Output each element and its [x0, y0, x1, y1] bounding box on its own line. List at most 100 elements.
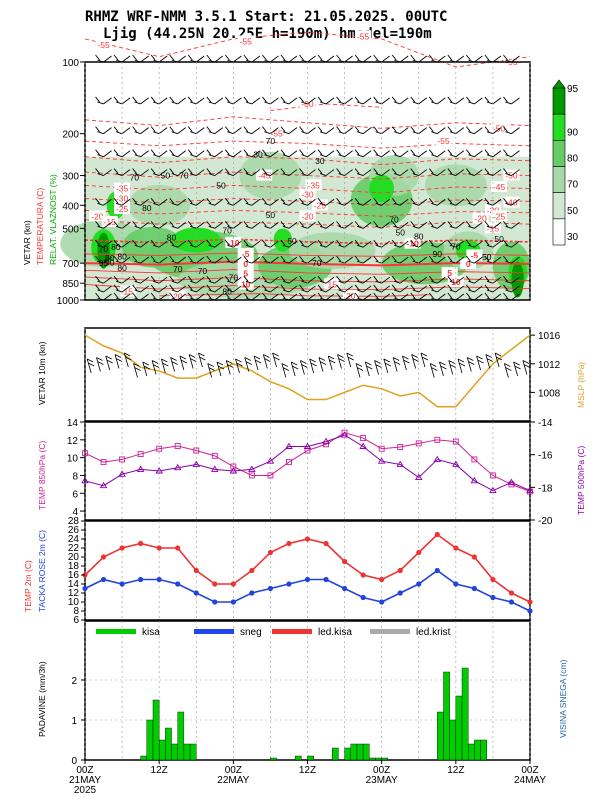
- wind10m-barb: [290, 361, 299, 377]
- wind10m-barb: [420, 352, 429, 368]
- wind10m-barb: [207, 363, 215, 378]
- humidity-label: 70: [222, 225, 232, 235]
- wind-barb: [447, 275, 465, 284]
- isotherm-label: -5: [242, 249, 250, 259]
- wind10m-barb: [225, 360, 234, 375]
- wind-barb: [132, 149, 149, 158]
- wind-barb: [354, 284, 372, 293]
- wind-barb: [447, 96, 465, 105]
- wind10m-barb: [522, 360, 531, 375]
- t500-point: [322, 437, 330, 445]
- wind-barb: [428, 284, 446, 293]
- t2m-point: [323, 540, 329, 547]
- isotherm-label: -30: [301, 189, 314, 199]
- time-tick-label: 12Z: [299, 765, 316, 776]
- wind-barb: [428, 96, 446, 105]
- t850-point: [489, 472, 496, 479]
- t500-line: [84, 434, 531, 492]
- precip-bar: [480, 739, 487, 761]
- surface-tick-label: 14: [68, 579, 80, 590]
- wind-barb: [373, 198, 390, 206]
- surface-temps-frame: [84, 520, 531, 621]
- surface-tick-label: 10: [68, 597, 80, 608]
- wind-barb: [299, 221, 316, 229]
- wind-barb: [132, 239, 149, 248]
- wind10m-barb: [142, 361, 150, 377]
- humidity-label: 80: [414, 231, 424, 241]
- surface-tick-label: 8: [73, 606, 79, 617]
- isotherm-label: -55: [270, 129, 283, 139]
- wind-barb: [428, 275, 446, 284]
- wind-barb: [466, 96, 483, 105]
- dewpoint-point: [341, 585, 348, 592]
- wind-barb: [243, 275, 261, 284]
- wind-barb: [206, 284, 224, 293]
- wind-barb: [187, 284, 205, 293]
- humidity-label: 80: [111, 242, 121, 252]
- isotherm-label-bg: [305, 179, 322, 191]
- t2m-point: [138, 540, 144, 547]
- wind-barb: [206, 149, 224, 158]
- wind-barb: [187, 126, 205, 135]
- wind-barb: [354, 221, 372, 229]
- t2m-point: [490, 576, 496, 583]
- wind10m-barb: [476, 355, 484, 371]
- wind-barb: [428, 255, 446, 264]
- wind-barb: [262, 275, 279, 284]
- wind10m-barb: [151, 360, 160, 375]
- wind-barb: [262, 284, 279, 293]
- wind-barb: [113, 126, 131, 135]
- humidity-scale-label: 30: [567, 232, 579, 243]
- t2m-point: [175, 545, 181, 551]
- wind-barb: [466, 168, 483, 176]
- surface-tick-label: 26: [68, 525, 80, 536]
- cross-section-ylabel: TEMPERATURA (C): [35, 188, 45, 265]
- t850-tick-label: 8: [72, 471, 78, 482]
- isotherm-label: 10: [241, 279, 251, 289]
- t2m-point: [416, 549, 422, 556]
- t2m-point: [193, 567, 199, 574]
- wind-barb: [503, 221, 520, 229]
- humidity-core: [171, 227, 221, 253]
- dewpoint-point: [527, 608, 533, 614]
- wind-barb: [280, 275, 298, 284]
- wind-barb: [262, 255, 279, 264]
- pressure-tick-label: 500: [62, 224, 79, 235]
- t2m-point: [527, 599, 533, 605]
- wind-barb: [280, 168, 298, 176]
- wind-barb: [113, 221, 131, 229]
- precip-bar: [171, 743, 178, 761]
- humidity-label: 50: [161, 171, 171, 181]
- precip-bar: [140, 755, 148, 761]
- t850-point: [156, 445, 163, 452]
- wind-barb: [243, 126, 261, 135]
- isotherm-label-bg: [101, 215, 118, 227]
- t850-tick-label: 4: [72, 507, 78, 518]
- wind-barb: [150, 221, 168, 229]
- wind-barb: [262, 198, 279, 206]
- t500-tick-label: -16: [538, 451, 553, 462]
- t500-point: [414, 473, 423, 480]
- wind-barb: [484, 275, 502, 284]
- t500-point: [507, 478, 516, 485]
- wind-barb: [503, 239, 520, 248]
- humidity-label: 70: [179, 171, 189, 181]
- wind10m-barb: [448, 360, 456, 375]
- precip-bar: [350, 743, 358, 761]
- wind-barb: [150, 126, 168, 135]
- surface-tick-label: 18: [68, 561, 80, 572]
- humidity-scale-cell: [552, 166, 566, 193]
- wind-barb: [150, 96, 168, 105]
- wind10m-barb: [253, 355, 262, 371]
- wind-barb: [243, 149, 261, 158]
- wind-barb: [317, 198, 335, 206]
- wind-barb: [150, 255, 168, 264]
- precip-bar: [375, 757, 382, 761]
- isotherm-label: 0: [466, 259, 471, 269]
- wind-barb: [466, 149, 483, 158]
- isotherm-label-bg: [484, 204, 501, 216]
- humidity-scale-label: 90: [567, 127, 579, 138]
- wind-barb: [187, 96, 205, 105]
- humidity-scale-cell: [552, 218, 566, 246]
